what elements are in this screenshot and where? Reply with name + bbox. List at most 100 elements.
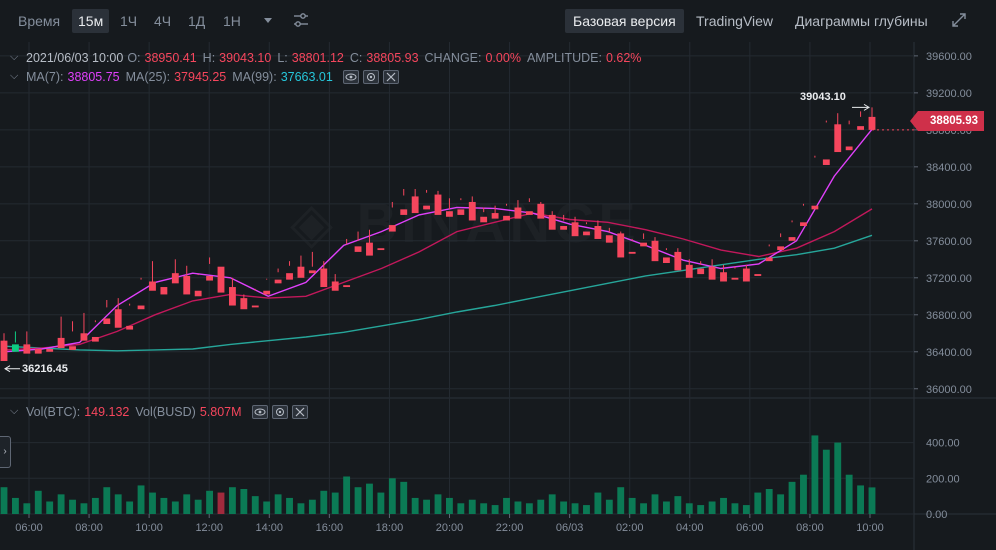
ma99-line [3,234,873,352]
candle-body [685,264,693,278]
interval-dropdown-icon[interactable] [262,12,274,28]
interval-1d[interactable]: 1Д [188,13,206,29]
candle-body [503,215,510,221]
candle-body [34,348,42,354]
candle-body [617,233,625,258]
candle-body [457,209,465,215]
candle-body [69,346,76,350]
interval-1h[interactable]: 1Ч [120,13,138,29]
volume-bar [114,494,122,514]
volume-bar [0,487,8,514]
low-marker-arrowhead [4,365,11,373]
candle-body [731,277,739,280]
volume-bar [651,494,659,514]
volume-settings-icon[interactable] [271,405,288,419]
volume-bar [80,503,88,514]
volume-bar [617,487,625,514]
candle-body [263,290,271,295]
candle-body [23,344,31,354]
candle-body [126,325,134,330]
candle-body [491,213,499,219]
candle-body [605,235,613,243]
volume-bar [685,503,693,514]
volume-bar [228,487,236,514]
candle-body [583,231,590,236]
candle-body [845,146,853,151]
ma-settings-icon[interactable] [362,70,379,84]
legend-date: 2021/06/03 10:00 [26,51,124,65]
candle-body [331,281,339,291]
candle-body [548,214,556,230]
candle-body [834,124,842,153]
time-tick-label: 12:00 [195,522,223,534]
candle-body [480,216,488,223]
close-ma-icon[interactable] [382,70,399,84]
time-tick-label: 04:00 [676,522,704,534]
candle-body [411,196,419,214]
price-tick-label: 36400.00 [926,347,972,359]
volume-bar [91,497,99,514]
candle-body [91,336,99,342]
volume-bar [240,489,248,514]
time-tick-label: 20:00 [436,522,464,534]
price-tick-label: 36800.00 [926,310,972,322]
close-volume-icon[interactable] [291,405,308,419]
candlestick-chart[interactable]: 39600.0039200.0038800.0038400.0038000.00… [0,42,996,550]
candle-body [343,285,351,288]
volume-bar [697,505,705,514]
collapse-ma-icon[interactable]: ⌵ [10,70,19,82]
volume-bar [765,489,773,514]
interval-15m[interactable]: 15м [72,9,110,33]
fullscreen-icon[interactable] [950,11,968,29]
volume-bar [23,503,31,514]
indicator-settings-icon[interactable] [292,11,310,29]
volume-bar [331,492,339,514]
toggle-volume-visibility-icon[interactable] [251,405,268,419]
candle-body [149,281,156,291]
toggle-ma-visibility-icon[interactable] [342,70,359,84]
interval-4h[interactable]: 4Ч [154,13,172,29]
candle-body [160,287,168,295]
volume-bar [662,501,670,514]
candle-body [742,268,750,282]
volume-bar [274,494,282,514]
view-basic[interactable]: Базовая версия [565,9,684,33]
volume-bar [183,494,191,514]
volume-bar [811,435,819,514]
interval-1w[interactable]: 1Н [223,13,241,29]
candle-body [228,287,236,306]
volume-bar [126,501,134,514]
volume-bar [834,442,842,514]
legend-close: 38805.93 [366,51,419,65]
view-tradingview[interactable]: TradingView [696,13,774,29]
candle-body [800,222,807,227]
time-tick-label: 22:00 [496,522,524,534]
volume-bar [57,494,65,514]
volume-bar [548,494,556,514]
volume-bar [194,499,202,514]
volume-bar [286,497,293,514]
collapse-volume-icon[interactable]: ⌵ [10,405,19,417]
volume-bar [297,503,305,514]
volume-bar [537,499,545,514]
volume-bar [400,481,408,514]
candle-body [514,207,522,219]
candle-body [297,266,305,278]
volume-bar [34,490,42,514]
candle-body [171,273,179,284]
candle-body [662,257,670,263]
legend-amplitude: 0.62% [605,51,642,65]
volume-bar [708,501,716,514]
volume-bar [103,487,111,514]
volume-bar [206,490,214,514]
view-depth[interactable]: Диаграммы глубины [795,13,928,29]
candle-body [103,318,111,325]
volume-legend: Vol(BTC): 149.132 Vol(BUSD) 5.807M [26,404,308,420]
candle-body [320,268,328,288]
price-tick-label: 37600.00 [926,236,972,248]
candle-body [868,116,876,130]
legend-low: 38801.12 [291,51,344,65]
low-marker-label: 36216.45 [22,363,68,375]
expand-panel-tab[interactable]: › [0,436,11,468]
collapse-legend-icon[interactable]: ⌵ [10,51,19,63]
